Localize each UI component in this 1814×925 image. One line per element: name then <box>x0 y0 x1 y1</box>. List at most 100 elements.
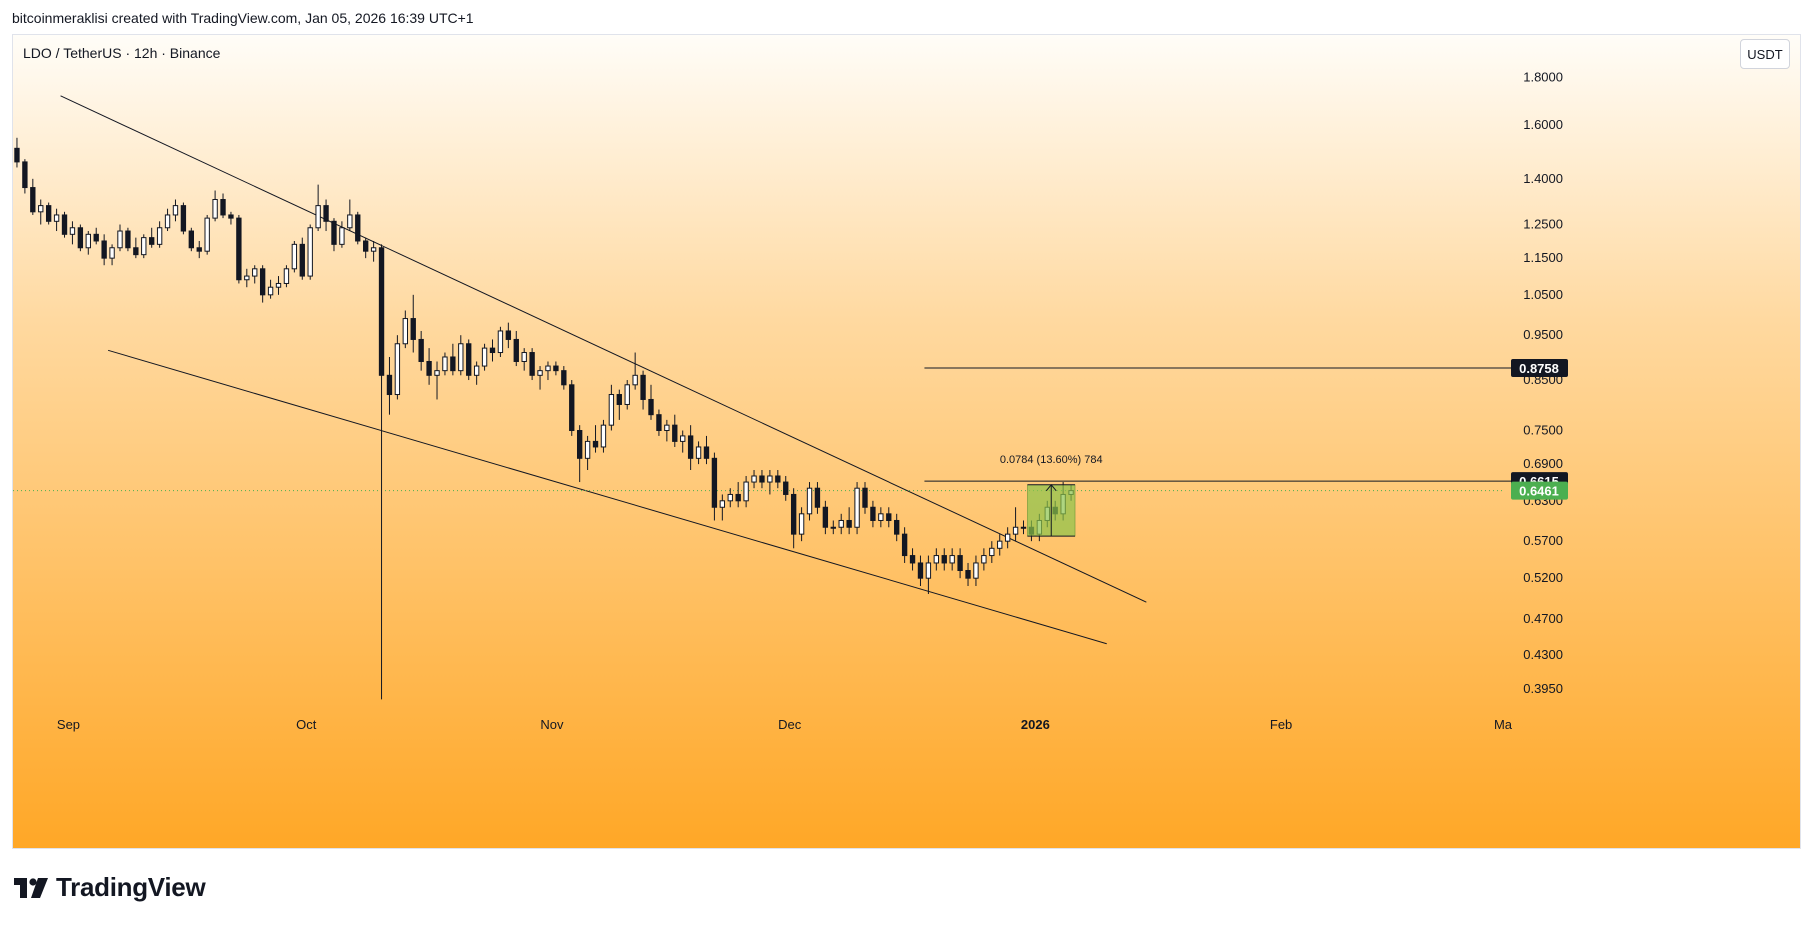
candle-down <box>553 365 559 372</box>
candle-up <box>252 268 258 277</box>
x-tick-label: 2026 <box>1021 717 1050 732</box>
candle-up <box>521 352 527 362</box>
price-axis[interactable]: 1.8000 1.6000 1.4000 1.2500 1.1500 1.0500 0.95… <box>1523 69 1563 696</box>
candle-up <box>981 555 987 564</box>
candle-down <box>957 555 963 572</box>
candle-up <box>1020 526 1027 529</box>
candle-down <box>196 247 202 252</box>
candle-up <box>156 227 163 245</box>
candle-down <box>790 493 797 535</box>
candle-down <box>133 247 139 256</box>
candle-down <box>505 330 512 340</box>
candle-up <box>680 435 686 442</box>
candle-up <box>442 356 448 372</box>
candle-up <box>339 227 345 245</box>
candle-up <box>458 343 464 372</box>
candle-up <box>497 330 504 354</box>
candle-down <box>901 533 908 557</box>
candle-down <box>410 318 416 340</box>
candle-down <box>640 374 646 400</box>
y-tick-label: 0.3950 <box>1523 681 1563 696</box>
candle-down <box>14 147 20 163</box>
y-tick-label: 0.6900 <box>1523 456 1563 471</box>
y-tick-label: 1.0500 <box>1523 287 1563 302</box>
candle-up <box>584 440 591 459</box>
candle-down <box>909 555 916 564</box>
candle-up <box>283 268 290 284</box>
candle-up <box>624 384 630 405</box>
price-badge: 0.8758 <box>1511 358 1568 377</box>
trendlines <box>13 95 1503 645</box>
time-axis[interactable]: Sep Oct Nov Dec 2026 Feb Ma <box>57 717 1513 732</box>
candle-up <box>743 481 749 502</box>
candle-down <box>259 268 266 296</box>
candle-down <box>870 506 876 521</box>
candle-up <box>117 230 123 249</box>
y-tick-label: 1.4000 <box>1523 171 1563 186</box>
candle-up <box>85 233 91 249</box>
tradingview-logo-icon <box>14 877 48 898</box>
candle-down <box>466 343 472 376</box>
candle-down <box>331 220 337 245</box>
chart-frame[interactable]: 0.0784 (13.60%) 784 1.8000 1.6000 1.4000 1.… <box>12 34 1801 849</box>
candle-up <box>949 555 955 564</box>
tradingview-logo[interactable]: TradingView <box>14 872 206 903</box>
candle-down <box>220 199 226 216</box>
candle-down <box>188 230 195 249</box>
candle-up <box>719 500 726 508</box>
candle-up <box>69 227 76 235</box>
candle-down <box>735 493 741 502</box>
candle-down <box>783 481 789 495</box>
candle-down <box>569 384 575 432</box>
price-badge-bg <box>1511 358 1568 377</box>
price-chart[interactable]: 0.0784 (13.60%) 784 1.80001.60001.40001.… <box>13 35 1801 849</box>
candle-down <box>759 475 765 483</box>
currency-button[interactable]: USDT <box>1740 39 1790 69</box>
candle-down <box>149 237 155 245</box>
price-badge-label: 0.8758 <box>1519 361 1559 376</box>
candle-down <box>529 352 535 376</box>
candle-down <box>236 217 242 281</box>
y-tick-label: 1.1500 <box>1523 250 1563 265</box>
candle-down <box>101 240 107 259</box>
candle-up <box>608 394 615 426</box>
price-badge: 0.6461 <box>1511 481 1568 500</box>
candle-down <box>775 475 781 483</box>
candle-up <box>989 547 995 557</box>
candle-down <box>228 214 234 219</box>
candles <box>14 137 1074 700</box>
candle-up <box>141 237 147 256</box>
y-tick-label: 1.2500 <box>1523 217 1563 232</box>
candle-down <box>355 214 361 242</box>
candle-down <box>489 347 496 354</box>
horizontal-lines <box>924 367 1553 482</box>
chart-credit: bitcoinmeraklisi created with TradingVie… <box>12 10 474 26</box>
trendline-lower <box>107 349 1107 645</box>
candle-up <box>751 475 757 483</box>
candle-up <box>664 424 670 432</box>
candle-down <box>917 562 924 579</box>
candle-up <box>275 282 282 288</box>
price-badge-label: 0.6461 <box>1519 484 1559 499</box>
candle-up <box>164 214 171 229</box>
candle-down <box>299 243 305 277</box>
x-tick-label: Dec <box>778 717 802 732</box>
candle-down <box>561 370 567 386</box>
candle-up <box>347 214 353 229</box>
candle-down <box>378 247 385 376</box>
candle-down <box>93 233 99 242</box>
candle-down <box>616 394 622 405</box>
y-tick-label: 0.5200 <box>1523 570 1563 585</box>
candle-down <box>30 187 36 213</box>
y-tick-label: 0.5700 <box>1523 533 1563 548</box>
candle-up <box>878 513 884 521</box>
candle-up <box>38 205 44 213</box>
candle-up <box>315 205 321 229</box>
candle-up <box>402 318 408 345</box>
candle-down <box>846 519 852 528</box>
candle-down <box>323 205 329 222</box>
candle-up <box>695 446 702 459</box>
candle-down <box>77 227 84 249</box>
candle-down <box>894 519 900 535</box>
